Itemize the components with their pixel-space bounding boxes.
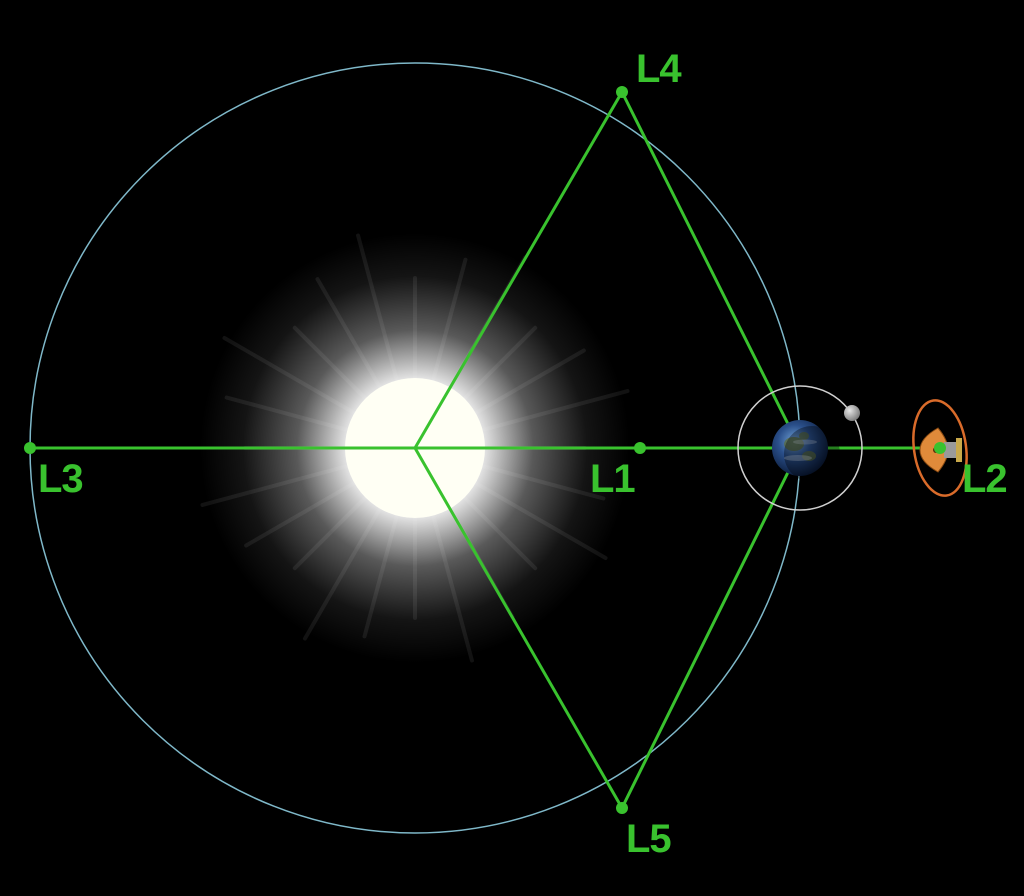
label-l2: L2 (962, 457, 1007, 501)
lagrange-points-diagram: L1 L2 L3 L4 L5 (0, 0, 1024, 896)
point-l4 (616, 86, 628, 98)
point-l2 (934, 442, 946, 454)
label-l4: L4 (636, 47, 682, 91)
label-l3: L3 (38, 457, 83, 501)
label-l1: L1 (590, 457, 635, 501)
point-l5 (616, 802, 628, 814)
label-l5: L5 (626, 817, 671, 861)
point-l1 (634, 442, 646, 454)
point-l3 (24, 442, 36, 454)
